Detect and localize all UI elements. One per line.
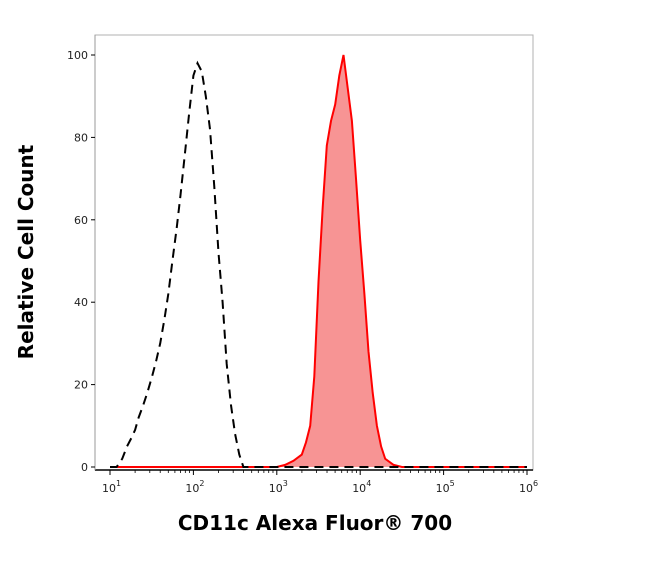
- series-filled-area: [110, 55, 527, 467]
- y-tick-label: 0: [81, 461, 88, 474]
- x-axis-title: CD11c Alexa Fluor® 700: [178, 511, 452, 535]
- x-tick-label: 106: [519, 479, 538, 495]
- y-tick-label: 40: [74, 296, 88, 309]
- y-tick-label: 80: [74, 131, 88, 144]
- x-tick-label: 102: [185, 479, 204, 495]
- plot-area: [110, 54, 527, 468]
- x-tick-label: 103: [269, 479, 288, 495]
- x-ticks: 101 102 103 104 105 106: [102, 470, 538, 495]
- x-tick-label: 101: [102, 479, 121, 495]
- y-ticks: 0 20 40 60 80 100: [67, 49, 95, 474]
- y-tick-label: 100: [67, 49, 88, 62]
- series-filled-outline: [110, 54, 527, 468]
- x-tick-label: 105: [436, 479, 455, 495]
- y-tick-label: 20: [74, 379, 88, 392]
- y-tick-label: 60: [74, 214, 88, 227]
- y-axis-title: Relative Cell Count: [14, 144, 38, 359]
- x-tick-label: 104: [352, 479, 371, 495]
- series-dashed-line: [110, 60, 527, 468]
